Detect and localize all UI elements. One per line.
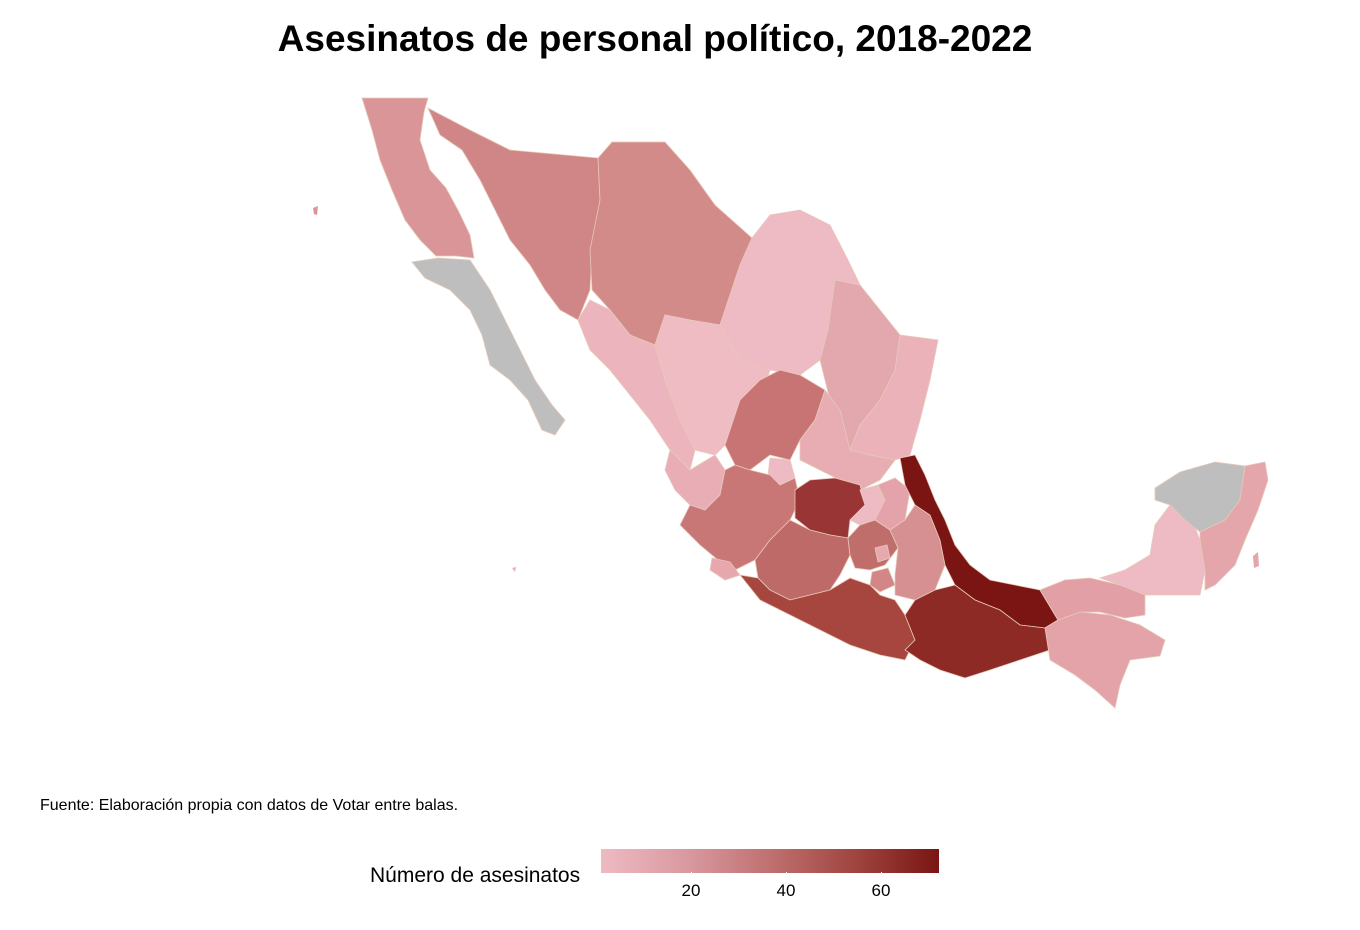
legend-color-bar xyxy=(601,849,939,873)
state-sonora xyxy=(427,107,601,321)
state-baja-california-sur xyxy=(411,257,566,436)
legend-tick-label-40: 40 xyxy=(776,881,796,900)
state-cdmx xyxy=(874,544,891,563)
state-guerrero xyxy=(739,574,916,661)
state-puebla xyxy=(889,504,946,601)
state-morelos xyxy=(869,567,896,593)
legend-tick-label-20: 20 xyxy=(681,881,701,900)
legend-tick-40 xyxy=(786,872,787,878)
island-revillagigedo xyxy=(512,567,516,572)
legend-title: Número de asesinatos xyxy=(370,864,581,887)
legend-tick-label-60: 60 xyxy=(871,881,891,900)
legend-tick-60 xyxy=(881,872,882,878)
island-guadalupe xyxy=(313,206,318,215)
source-note: Fuente: Elaboración propia con datos de … xyxy=(40,797,459,814)
chart-title: Asesinatos de personal político, 2018-20… xyxy=(277,18,1033,59)
state-quintana-roo xyxy=(1199,461,1269,591)
island-cozumel xyxy=(1253,552,1259,568)
state-tabasco xyxy=(1039,577,1146,621)
state-colima xyxy=(709,557,741,581)
state-chiapas xyxy=(1044,611,1166,709)
legend-tick-20 xyxy=(691,872,692,878)
state-baja-california xyxy=(361,97,475,259)
